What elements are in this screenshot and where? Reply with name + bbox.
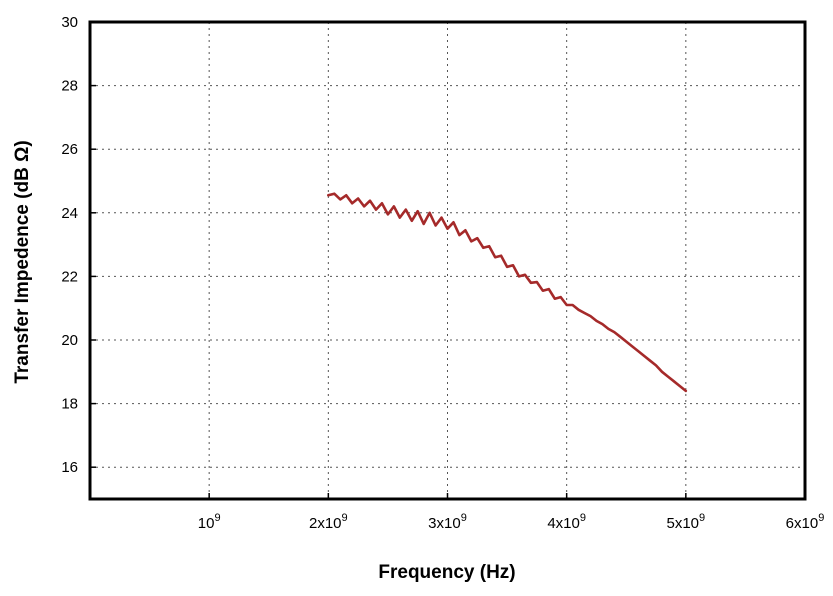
y-tick-label: 20: [61, 332, 78, 349]
x-tick-label: 3x109: [428, 512, 467, 532]
x-tick-base: 10: [444, 515, 461, 532]
x-tick-base: 10: [325, 515, 342, 532]
x-tick-mantissa: 4x: [547, 515, 563, 532]
x-tick-base: 10: [563, 515, 580, 532]
y-tick-label: 24: [61, 205, 78, 222]
y-tick-label: 16: [61, 459, 78, 476]
x-tick-label: 6x109: [786, 512, 825, 532]
x-tick-exponent: 9: [461, 512, 467, 524]
y-axis-title: Transfer Impedence (dB Ω): [12, 140, 33, 383]
y-tick-label: 30: [61, 14, 78, 31]
series-line: [326, 192, 688, 393]
x-tick-mantissa: 3x: [428, 515, 444, 532]
x-tick-label: 109: [198, 512, 221, 532]
y-tick-label: 22: [61, 268, 78, 285]
x-tick-label: 4x109: [547, 512, 586, 532]
x-tick-exponent: 9: [342, 512, 348, 524]
x-tick-exponent: 9: [818, 512, 824, 524]
x-tick-label: 5x109: [667, 512, 706, 532]
x-tick-label: 2x109: [309, 512, 348, 532]
x-tick-base: 10: [198, 515, 215, 532]
plot-frame: [88, 20, 807, 501]
x-tick-labels: 109 2x109 3x109 4x109 5x109 6x109: [198, 512, 825, 532]
x-tick-exponent: 9: [580, 512, 586, 524]
series-layer: [326, 192, 688, 393]
y-tick-label: 18: [61, 396, 78, 413]
y-tick-labels: 16 18 20 22 24 26 28 30: [61, 14, 78, 476]
x-tick-mantissa: 2x: [309, 515, 325, 532]
x-axis-title: Frequency (Hz): [378, 562, 515, 583]
x-tick-mantissa: 5x: [667, 515, 683, 532]
grid-lines: [90, 22, 805, 499]
x-tick-mantissa: 6x: [786, 515, 802, 532]
y-tick-label: 26: [61, 141, 78, 158]
x-tick-base: 10: [682, 515, 699, 532]
y-tick-label: 28: [61, 78, 78, 95]
x-tick-base: 10: [802, 515, 819, 532]
tick-marks: [90, 21, 806, 499]
x-tick-exponent: 9: [699, 512, 705, 524]
x-tick-exponent: 9: [214, 512, 220, 524]
